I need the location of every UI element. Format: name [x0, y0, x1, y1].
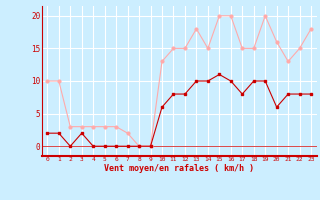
X-axis label: Vent moyen/en rafales ( km/h ): Vent moyen/en rafales ( km/h ) — [104, 164, 254, 173]
